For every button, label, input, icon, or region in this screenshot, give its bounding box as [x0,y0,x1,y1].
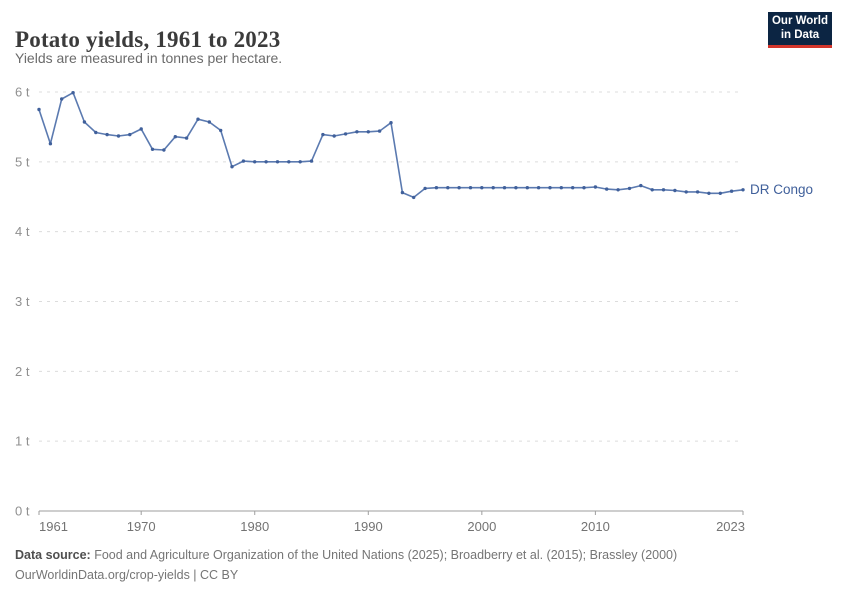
data-point[interactable] [48,142,53,146]
data-point[interactable] [661,188,666,192]
data-point[interactable] [275,160,280,164]
data-point[interactable] [400,190,405,195]
data-point[interactable] [684,190,688,194]
chart-footer: Data source: Food and Agriculture Organi… [15,545,755,586]
y-tick-label: 0 t [15,504,30,519]
data-point[interactable] [366,130,370,134]
data-point[interactable] [230,165,234,169]
data-point[interactable] [605,187,609,191]
data-point[interactable] [207,120,211,124]
data-point[interactable] [241,159,246,163]
data-line[interactable] [38,91,744,199]
series-end-label[interactable]: DR Congo [750,182,813,197]
data-point[interactable] [321,132,325,137]
y-tick-label: 3 t [15,294,30,309]
data-point[interactable] [94,130,98,135]
data-point[interactable] [695,190,700,194]
chart-subtitle: Yields are measured in tonnes per hectar… [15,50,283,66]
data-point[interactable] [105,132,109,137]
data-point[interactable] [650,188,654,192]
data-point[interactable] [412,195,416,200]
owid-logo[interactable]: Our World in Data [768,12,832,48]
y-tick-label: 6 t [15,85,30,100]
license-line[interactable]: OurWorldinData.org/crop-yields | CC BY [15,568,239,583]
data-point[interactable] [434,186,439,190]
data-point[interactable] [37,107,41,112]
data-point[interactable] [389,121,393,125]
data-source-line: Data source: Food and Agriculture Organi… [15,545,755,565]
data-point[interactable] [116,134,121,138]
x-tick-label: 2010 [581,519,610,534]
y-tick-label: 4 t [15,224,30,239]
y-tick-label: 2 t [15,364,30,379]
data-point[interactable] [128,132,132,137]
data-point[interactable] [446,186,450,190]
chart-title: Potato yields, 1961 to 2023 [15,27,281,53]
data-point[interactable] [548,186,552,190]
data-point[interactable] [741,188,745,192]
series-layer[interactable] [37,91,745,200]
data-point[interactable] [219,128,223,133]
y-tick-label: 5 t [15,154,30,169]
axis-layer: 0 t 1 t 2 t 3 t 4 t 5 t 6 t 1961 1970 1980 1990 200… [15,85,745,535]
data-source-text: Food and Agriculture Organization of the… [90,548,678,562]
data-point[interactable] [264,160,268,164]
data-point[interactable] [71,91,75,95]
data-point[interactable] [502,186,507,190]
data-point[interactable] [423,186,427,191]
x-tick-label: 2000 [467,519,496,534]
x-tick-label: 2023 [716,519,745,534]
data-point[interactable] [184,136,189,140]
y-tick-label: 1 t [15,434,30,449]
data-point[interactable] [343,132,348,136]
data-point[interactable] [150,147,155,151]
data-point[interactable] [718,191,722,195]
data-point[interactable] [173,135,177,139]
data-point[interactable] [639,183,643,188]
owid-logo-line2: in Data [780,28,820,41]
data-point[interactable] [162,148,166,152]
data-point[interactable] [196,117,200,121]
data-point[interactable] [559,186,563,190]
data-point[interactable] [60,97,64,101]
data-point[interactable] [309,159,314,163]
x-tick-label: 1970 [127,519,156,534]
data-point[interactable] [627,186,632,191]
x-tick-label: 1990 [354,519,383,534]
data-point[interactable] [287,160,291,164]
data-point[interactable] [480,186,484,190]
data-source-label: Data source: [15,548,91,562]
data-point[interactable] [673,188,677,193]
data-point[interactable] [536,186,541,190]
data-point[interactable] [139,127,143,131]
data-point[interactable] [525,186,529,190]
x-tick-label: 1980 [240,519,269,534]
data-point[interactable] [355,130,359,134]
data-point[interactable] [298,160,302,164]
data-point[interactable] [468,186,473,190]
data-point[interactable] [582,186,586,190]
data-point[interactable] [457,186,461,190]
owid-logo-line1: Our World [771,14,828,27]
data-point[interactable] [377,129,382,133]
data-point[interactable] [253,160,257,164]
data-point[interactable] [332,134,336,138]
data-point[interactable] [491,186,495,190]
grid-layer [39,91,743,442]
data-point[interactable] [571,186,575,190]
data-point[interactable] [616,188,620,192]
data-point[interactable] [729,189,734,193]
data-point[interactable] [82,120,87,124]
data-point[interactable] [707,191,711,195]
data-point[interactable] [514,186,518,190]
x-tick-label: 1961 [39,519,68,534]
data-point[interactable] [593,185,598,189]
